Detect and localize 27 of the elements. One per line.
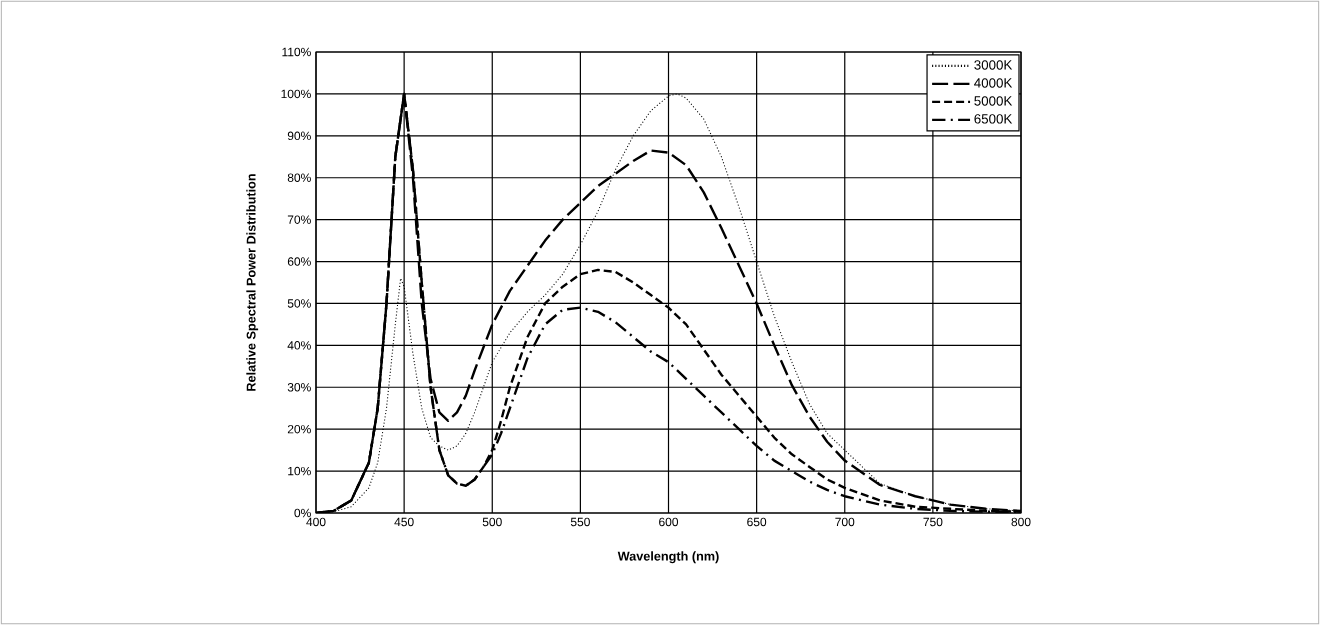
x-tick-label: 400 [306,517,326,527]
legend-label: 5000K [974,96,1013,106]
y-tick-label: 20% [287,424,311,434]
y-tick-label: 100% [281,89,311,99]
x-tick-label: 800 [1011,517,1031,527]
x-tick-label: 650 [747,517,767,527]
x-tick-label: 450 [394,517,414,527]
x-axis-title: Wavelength (nm) [617,551,719,564]
y-tick-label: 80% [287,173,311,182]
y-axis-title: Relative Spectral Power Distribution [246,174,259,391]
x-tick-label: 700 [835,517,855,527]
y-tick-label: 50% [287,299,311,308]
x-tick-label: 750 [923,517,943,527]
y-tick-label: 90% [287,131,311,141]
x-tick-label: 550 [570,517,590,527]
y-tick-label: 30% [287,383,311,392]
x-tick-label: 600 [659,517,679,527]
legend-label: 6500K [974,114,1013,124]
y-tick-label: 110% [282,47,311,57]
y-tick-label: 10% [288,466,311,476]
y-tick-label: 70% [287,215,311,224]
y-tick-label: 40% [287,341,311,350]
legend-label: 3000K [974,60,1013,70]
legend-label: 4000K [974,78,1013,88]
x-tick-label: 500 [482,517,502,527]
y-tick-label: 60% [287,257,311,266]
y-tick-label: 0% [294,508,311,518]
